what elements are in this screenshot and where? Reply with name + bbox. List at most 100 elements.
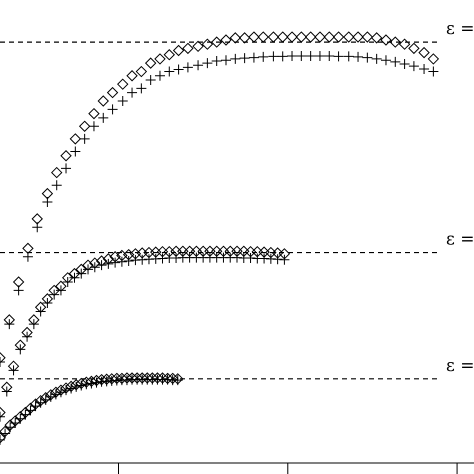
- diamond-marker: [220, 34, 232, 46]
- plus-marker: [83, 264, 94, 275]
- plus-marker: [0, 428, 11, 439]
- diamond-marker: [427, 53, 440, 65]
- series-3-plus: [0, 252, 290, 422]
- plus-marker: [69, 272, 80, 283]
- plus-marker: [248, 52, 259, 63]
- reference-line-label: ε =: [446, 19, 474, 39]
- plus-marker: [371, 53, 382, 64]
- diamond-marker: [295, 31, 308, 43]
- plus-marker: [71, 381, 82, 392]
- plus-marker: [193, 60, 204, 71]
- diamond-marker: [117, 78, 129, 90]
- diamond-marker: [408, 42, 420, 55]
- data-points: [0, 31, 440, 445]
- plus-marker: [145, 74, 156, 85]
- plus-marker: [380, 55, 391, 66]
- plus-marker: [40, 394, 51, 405]
- diamond-marker: [135, 65, 148, 78]
- diamond-marker: [257, 31, 269, 43]
- plus-marker: [81, 379, 92, 390]
- plus-marker: [91, 377, 102, 388]
- x-axis: [0, 462, 474, 474]
- plus-marker: [362, 52, 373, 63]
- plus-marker: [50, 389, 61, 400]
- diamond-marker: [352, 31, 364, 43]
- plus-marker: [127, 87, 138, 98]
- series-2-diamond: [0, 245, 291, 419]
- plus-marker: [49, 289, 60, 300]
- plus-marker: [0, 411, 5, 422]
- diamond-marker: [78, 120, 91, 132]
- diamond-marker: [0, 432, 6, 444]
- plus-marker: [390, 56, 401, 67]
- plus-marker: [353, 51, 364, 62]
- x-axis-ticks: [118, 463, 458, 474]
- plus-marker: [42, 298, 53, 309]
- plus-marker: [110, 257, 121, 268]
- plus-marker: [154, 70, 165, 81]
- reference-lines: [0, 41, 440, 380]
- plus-marker: [173, 64, 184, 75]
- plus-marker: [61, 385, 72, 396]
- plus-marker: [13, 285, 24, 296]
- plus-marker: [51, 180, 62, 191]
- diamond-marker: [172, 44, 185, 57]
- plus-marker: [66, 383, 77, 394]
- plus-marker: [4, 319, 15, 330]
- plus-marker: [211, 56, 222, 67]
- diamond-marker: [277, 31, 289, 43]
- plus-marker: [117, 96, 128, 107]
- plus-marker: [28, 319, 39, 330]
- diamond-marker: [182, 42, 194, 55]
- plus-marker: [88, 121, 99, 132]
- plus-marker: [20, 409, 31, 420]
- diamond-marker: [370, 32, 383, 44]
- diamond-marker: [286, 31, 298, 43]
- reference-labels: ε = ε = ε =: [446, 19, 474, 376]
- diamond-marker: [201, 38, 214, 50]
- diamond-marker: [51, 166, 63, 179]
- plus-marker: [22, 251, 33, 262]
- diamond-marker: [248, 31, 260, 43]
- plus-marker: [55, 285, 66, 296]
- diamond-marker: [238, 32, 251, 44]
- diamond-marker: [163, 49, 175, 61]
- diamond-marker: [88, 107, 100, 120]
- reference-line-label: ε =: [446, 230, 474, 250]
- series-1-plus: [0, 50, 439, 367]
- plus-marker: [268, 51, 279, 62]
- plus-marker: [258, 51, 269, 62]
- series-5-plus: [0, 374, 183, 445]
- diamond-marker: [323, 31, 335, 43]
- plus-marker: [279, 254, 290, 265]
- diamond-marker: [97, 95, 109, 107]
- diamond-marker: [60, 150, 72, 162]
- plus-marker: [399, 58, 410, 69]
- diamond-marker: [304, 31, 317, 43]
- plus-marker: [305, 50, 316, 61]
- plus-marker: [220, 55, 231, 66]
- diamond-marker: [69, 133, 82, 145]
- plus-marker: [314, 50, 325, 61]
- diamond-marker: [380, 34, 392, 46]
- diamond-marker: [343, 31, 355, 43]
- plus-marker: [30, 401, 41, 412]
- plus-marker: [55, 387, 66, 398]
- plus-marker: [0, 434, 5, 445]
- plus-marker: [86, 378, 97, 389]
- plus-marker: [96, 260, 107, 271]
- diamond-marker: [229, 32, 242, 44]
- plus-marker: [15, 344, 26, 355]
- diamond-marker: [389, 36, 401, 48]
- plus-marker: [333, 51, 344, 62]
- plus-marker: [343, 51, 354, 62]
- plus-marker: [107, 104, 118, 115]
- plus-marker: [230, 53, 241, 64]
- plus-marker: [428, 66, 439, 77]
- plus-marker: [70, 146, 81, 157]
- diamond-marker: [314, 31, 326, 43]
- diamond-marker: [210, 36, 223, 48]
- plus-marker: [8, 365, 19, 376]
- plus-marker: [172, 375, 183, 386]
- plus-marker: [45, 391, 56, 402]
